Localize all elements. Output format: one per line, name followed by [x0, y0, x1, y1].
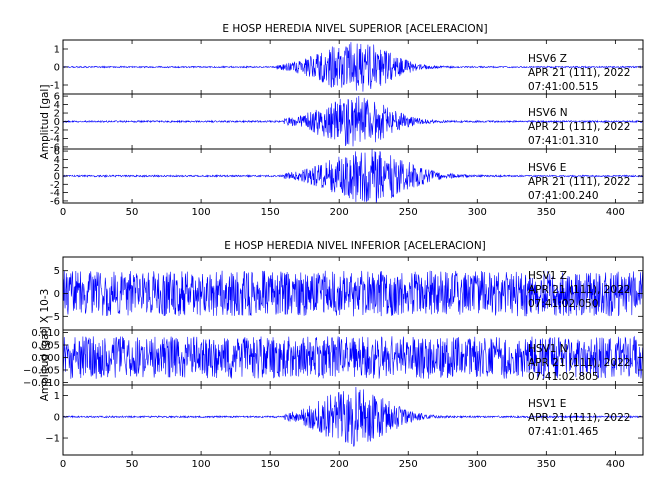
y-tick-label: -6	[50, 196, 60, 207]
trace-panel: -1 0 1 HSV6 Z APR 21 (111), 2022 07:41:00.515	[50, 39, 644, 95]
waveform-trace	[62, 270, 644, 317]
y-tick-label: 2	[54, 109, 60, 120]
station-label: HSV6 E	[528, 162, 566, 174]
y-tick-label: 0	[54, 117, 60, 128]
y-tick-label: 6	[54, 147, 60, 158]
x-tick-label: 150	[261, 207, 280, 218]
record-time: 07:41:02.050	[528, 298, 599, 310]
x-tick-label: 100	[192, 459, 211, 470]
waveform-trace	[62, 96, 644, 147]
y-tick-label: 0	[54, 289, 60, 300]
lower-panel: −5 0 5 HSV1 Z APR 21 (111), 2022 07:41:02.050…	[23, 256, 644, 470]
y-tick-label: 6	[54, 92, 60, 103]
upper-y-axis-label: Amplitud [gal]	[39, 85, 51, 160]
record-date: APR 21 (111), 2022	[528, 67, 630, 79]
record-date: APR 21 (111), 2022	[528, 357, 630, 369]
y-tick-label: -4	[50, 188, 60, 199]
waveform-trace	[62, 387, 644, 447]
y-tick-label: 0	[54, 412, 60, 423]
y-tick-label: 1	[54, 45, 60, 56]
x-tick-label: 0	[60, 459, 66, 470]
y-tick-label: 1	[54, 391, 60, 402]
x-tick-label: 200	[330, 207, 349, 218]
y-tick-label: -2	[50, 180, 60, 191]
x-tick-label: 100	[192, 207, 211, 218]
record-time: 07:41:01.310	[528, 135, 599, 147]
x-tick-label: 300	[468, 459, 487, 470]
y-tick-label: -2	[50, 125, 60, 136]
y-tick-label: 4	[54, 100, 60, 111]
y-tick-label: 0	[54, 172, 60, 183]
waveform-trace	[62, 335, 644, 380]
y-tick-label: 0	[54, 63, 60, 74]
record-time: 07:41:00.515	[528, 81, 599, 93]
record-time: 07:41:00.240	[528, 190, 599, 202]
waveform-trace	[62, 149, 644, 203]
y-tick-label: −1	[45, 434, 60, 445]
record-date: APR 21 (111), 2022	[528, 121, 630, 133]
y-tick-label: 0.005	[31, 341, 60, 352]
y-tick-label: 0.000	[31, 353, 60, 364]
station-label: HSV6 N	[528, 107, 568, 119]
y-tick-label: 2	[54, 163, 60, 174]
x-tick-label: 400	[606, 207, 625, 218]
upper-panel-title: E HOSP HEREDIA NIVEL SUPERIOR [ACELERACI…	[222, 23, 487, 35]
x-tick-label: 50	[126, 207, 139, 218]
x-tick-label: 200	[330, 459, 349, 470]
x-tick-label: 350	[537, 459, 556, 470]
y-tick-label: 5	[54, 266, 60, 277]
record-date: APR 21 (111), 2022	[528, 284, 630, 296]
lower-y-axis-label: Amplitud [gal] X 10-3	[39, 289, 51, 402]
x-tick-label: 400	[606, 459, 625, 470]
y-tick-label: -4	[50, 134, 60, 145]
record-date: APR 21 (111), 2022	[528, 176, 630, 188]
y-tick-label: 4	[54, 155, 60, 166]
record-date: APR 21 (111), 2022	[528, 412, 630, 424]
record-time: 07:41:01.465	[528, 426, 599, 438]
y-tick-label: −0.010	[23, 378, 60, 389]
y-tick-label: -6	[50, 142, 60, 153]
x-tick-label: 300	[468, 207, 487, 218]
x-tick-label: 250	[399, 459, 418, 470]
x-tick-label: 50	[126, 459, 139, 470]
x-tick-label: 150	[261, 459, 280, 470]
station-label: HSV1 Z	[528, 270, 567, 282]
x-tick-label: 0	[60, 207, 66, 218]
x-tick-label: 350	[537, 207, 556, 218]
station-label: HSV1 N	[528, 343, 568, 355]
station-label: HSV1 E	[528, 398, 566, 410]
upper-panel: -1 0 1 HSV6 Z APR 21 (111), 2022 07:41:00.515…	[50, 39, 644, 218]
y-tick-label: 0.010	[31, 328, 60, 339]
trace-panel: −1 0 1 HSV1 E APR 21 (111), 2022 07:41:01.465	[45, 384, 644, 456]
y-tick-label: −5	[45, 312, 60, 323]
trace-frame	[62, 384, 644, 456]
y-tick-label: −0.005	[23, 366, 60, 377]
x-tick-label: 250	[399, 207, 418, 218]
record-time: 07:41:02.805	[528, 371, 599, 383]
lower-panel-title: E HOSP HEREDIA NIVEL INFERIOR [ACELERACI…	[224, 240, 486, 252]
trace-panel: −5 0 5 HSV1 Z APR 21 (111), 2022 07:41:02.050	[45, 256, 644, 331]
station-label: HSV6 Z	[528, 53, 567, 65]
y-tick-label: -1	[50, 81, 60, 92]
waveform-trace	[62, 42, 644, 92]
